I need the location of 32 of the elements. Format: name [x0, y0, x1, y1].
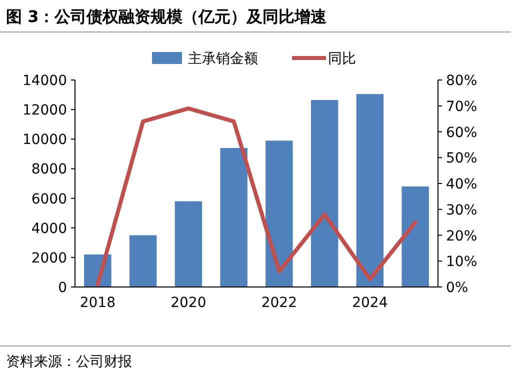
y2-tick-label: 50%: [446, 150, 478, 167]
y-tick-label: 6000: [31, 191, 67, 208]
y2-tick-label: 80%: [446, 73, 478, 89]
legend-label: 主承销金额: [188, 51, 258, 67]
y-tick-label: 14000: [22, 73, 67, 89]
bar: [266, 140, 293, 287]
y2-tick-label: 30%: [446, 202, 478, 218]
bar: [220, 148, 248, 287]
bar: [402, 186, 429, 287]
y-tick-label: 2000: [31, 250, 67, 266]
y2-tick-label: 10%: [446, 254, 478, 270]
text: 资料来源：公司财报: [6, 354, 132, 370]
x-tick-label: 2022: [261, 295, 298, 311]
bar: [129, 235, 157, 287]
bar: [174, 201, 202, 287]
y-tick-label: 12000: [22, 102, 67, 119]
x-tick-label: 2024: [352, 295, 388, 311]
bar: [356, 94, 384, 287]
x-tick-label: 2018: [80, 295, 116, 311]
legend-label: 同比: [328, 51, 356, 67]
y2-tick-label: 70%: [446, 98, 478, 115]
chart-title: 图 3：公司债权融资规模（亿元）及同比增速: [6, 7, 328, 26]
y2-tick-label: 0%: [446, 280, 468, 296]
x-tick-label: 2020: [170, 295, 206, 311]
y-tick-label: 8000: [31, 162, 67, 178]
y-tick-label: 10000: [22, 132, 67, 148]
bar: [310, 100, 338, 287]
y-tick-label: 0: [58, 280, 67, 296]
y-tick-label: 4000: [31, 220, 67, 237]
y2-tick-label: 20%: [446, 228, 478, 244]
y2-tick-label: 40%: [446, 176, 478, 192]
y2-tick-label: 60%: [446, 124, 478, 141]
